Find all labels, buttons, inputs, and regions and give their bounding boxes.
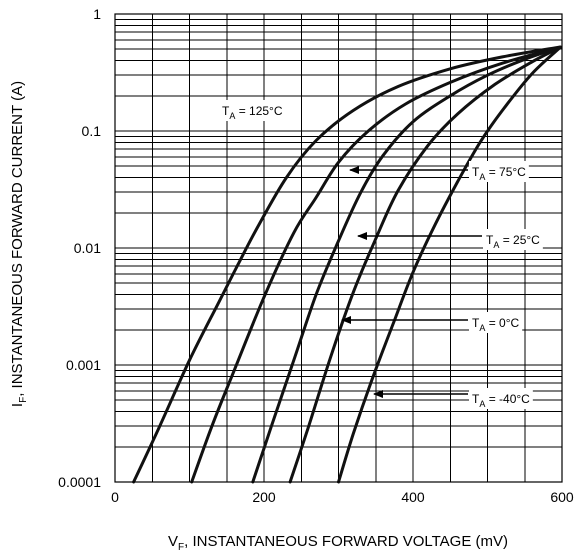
x-tick-label: 600	[550, 489, 574, 505]
y-axis-title: IF, INSTANTANEOUS FORWARD CURRENT (A)	[9, 81, 29, 407]
curves	[132, 45, 562, 484]
series-label-bg	[469, 388, 533, 409]
series-label: TA = -40°C	[472, 392, 530, 409]
series-label-bg	[469, 312, 523, 333]
y-tick-label: 0.1	[82, 123, 102, 139]
series-label: TA = 75°C	[472, 165, 526, 182]
y-tick-label: 0.001	[66, 357, 101, 373]
series-label: TA = 0°C	[472, 316, 520, 333]
series-label-bg	[483, 229, 543, 250]
series-label-bg	[219, 100, 286, 121]
series-line	[132, 45, 561, 484]
x-tick-label: 400	[401, 489, 425, 505]
series-line	[337, 45, 562, 484]
tick-labels: 0 200 400 600 1 0.1 0.01 0.001 0.0001	[58, 6, 574, 505]
series-label: TA = 25°C	[486, 233, 540, 250]
x-axis-title: VF, INSTANTANEOUS FORWARD VOLTAGE (mV)	[168, 533, 508, 553]
series-line	[251, 45, 562, 484]
series-line	[190, 45, 562, 484]
series-label: TA = 125°C	[222, 104, 283, 121]
series-line	[288, 45, 562, 484]
x-tick-label: 200	[252, 489, 276, 505]
plot-frame	[114, 13, 563, 483]
y-tick-label: 0.01	[74, 240, 101, 256]
x-tick-label: 0	[111, 489, 119, 505]
series-label-bg	[469, 161, 529, 182]
series-labels: TA = 125°C TA = 75°C TA = 25°C TA = 0°C TA =…	[219, 100, 543, 409]
y-tick-label: 0.0001	[58, 474, 101, 490]
y-tick-label: 1	[93, 6, 101, 22]
